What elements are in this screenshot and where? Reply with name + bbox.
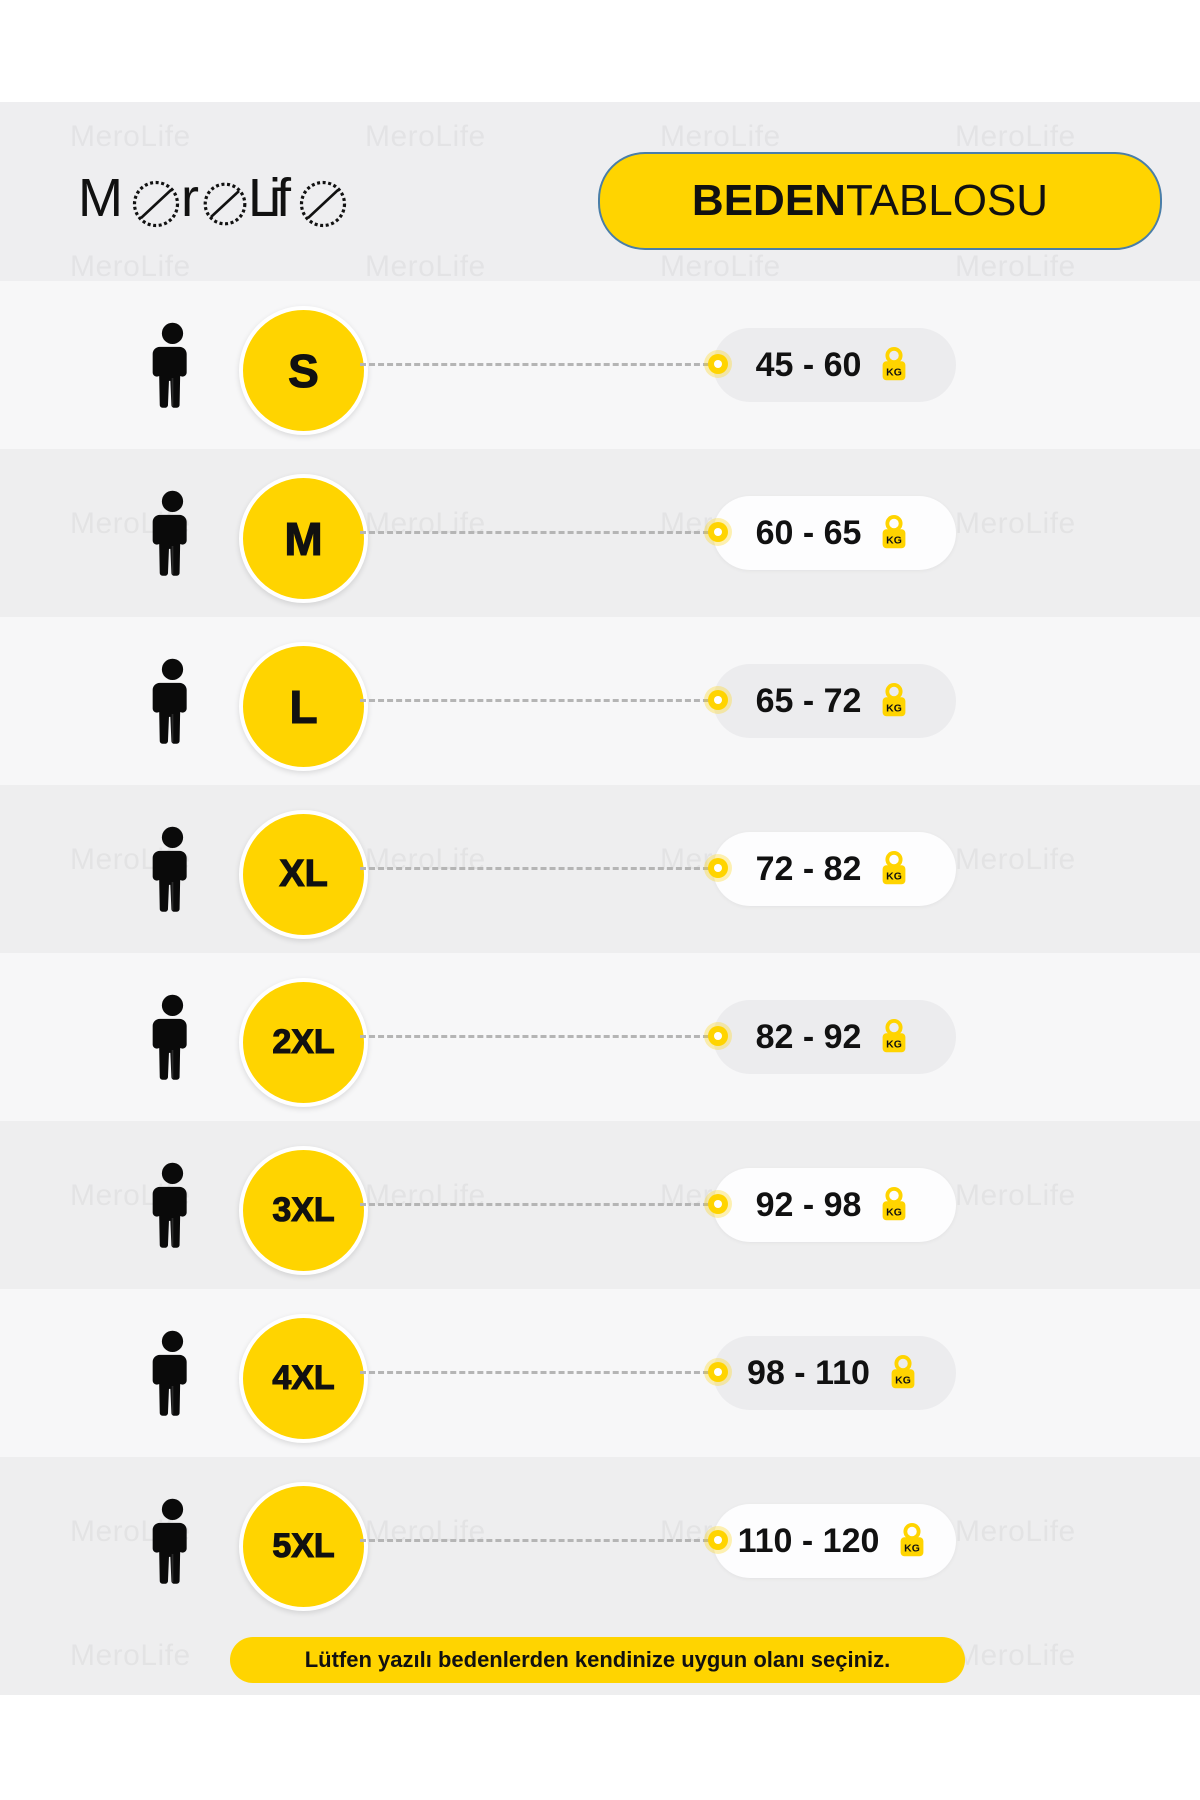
svg-text:r: r — [181, 168, 199, 228]
svg-text:KG: KG — [887, 535, 903, 546]
svg-text:M: M — [78, 168, 123, 228]
svg-text:KG: KG — [887, 1039, 903, 1050]
svg-text:KG: KG — [887, 367, 903, 378]
svg-text:KG: KG — [895, 1375, 911, 1386]
svg-text:f: f — [276, 168, 292, 228]
svg-text:KG: KG — [887, 1207, 903, 1218]
svg-text:KG: KG — [905, 1543, 921, 1554]
svg-text:KG: KG — [887, 871, 903, 882]
svg-text:KG: KG — [887, 703, 903, 714]
